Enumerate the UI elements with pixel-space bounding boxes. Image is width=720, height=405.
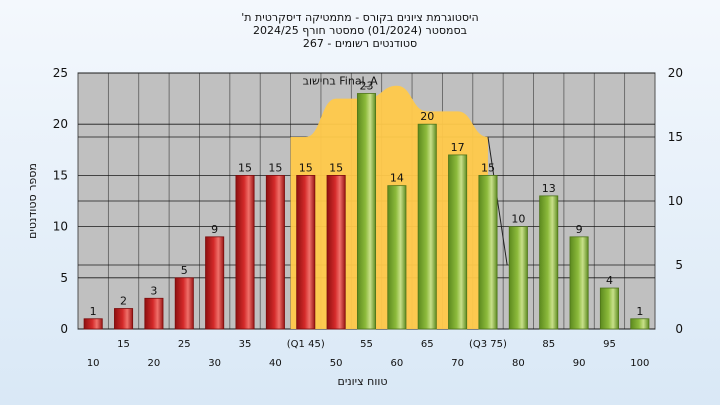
bar-30 — [205, 236, 225, 330]
x-tick-label: 95 — [603, 339, 616, 350]
x-tick-label: 90 — [573, 358, 586, 369]
chart-title-line-3: סטודנטים רשומים - 267 — [302, 37, 418, 50]
x-tick-label: 35 — [239, 339, 252, 350]
y-axis-title: מספר סטודנטים — [26, 163, 39, 239]
data-label-50: 15 — [329, 161, 343, 174]
data-label-85: 13 — [542, 182, 556, 195]
x-tick-label: 30 — [208, 358, 221, 369]
x-tick-label: 80 — [512, 358, 525, 369]
y-tick-label: 15 — [53, 168, 68, 182]
x-tick-label: 65 — [421, 339, 434, 350]
data-label-70: 17 — [451, 141, 465, 154]
bar-60 — [387, 185, 407, 330]
bar-25 — [174, 277, 194, 330]
x-tick-label: 70 — [451, 358, 464, 369]
y2-tick-label: 5 — [675, 258, 683, 272]
bar-55 — [356, 93, 377, 330]
bar-50 — [326, 174, 346, 330]
data-label-65: 20 — [420, 110, 434, 123]
final-a-label: בחישוב Final_A — [303, 74, 379, 87]
y-tick-label: 20 — [53, 117, 68, 131]
bar-40 — [265, 174, 285, 330]
y-tick-label: 5 — [60, 271, 68, 285]
x-tick-label: 100 — [630, 358, 649, 369]
data-label-20: 3 — [150, 284, 157, 297]
bar-70 — [448, 154, 468, 330]
x-tick-label: 85 — [542, 339, 555, 350]
y-tick-label: 0 — [60, 322, 68, 336]
y2-tick-label: 15 — [668, 130, 683, 144]
data-label-95: 4 — [606, 274, 613, 287]
data-label-35: 15 — [238, 161, 252, 174]
bar-85 — [539, 195, 559, 330]
bar-65 — [417, 123, 437, 330]
bar-80 — [508, 226, 528, 330]
data-label-45: 15 — [299, 161, 313, 174]
bar-75 — [478, 174, 498, 330]
x-tick-label: 25 — [178, 339, 191, 350]
y-tick-label: 10 — [53, 220, 68, 234]
data-label-40: 15 — [268, 161, 282, 174]
x-tick-label: 40 — [269, 358, 282, 369]
data-label-25: 5 — [181, 264, 188, 277]
data-label-75: 15 — [481, 161, 495, 174]
bar-35 — [235, 174, 255, 330]
x-tick-label: (Q1 45) — [287, 339, 325, 350]
x-tick-label: 55 — [360, 339, 373, 350]
y2-tick-label: 0 — [675, 322, 683, 336]
x-axis-title: טווח ציונים — [338, 375, 388, 388]
x-tick-label: 60 — [391, 358, 404, 369]
x-tick-label: 15 — [117, 339, 130, 350]
final-a-drop-line — [487, 136, 508, 266]
x-tick-label: 50 — [330, 358, 343, 369]
bar-15 — [114, 308, 134, 330]
bar-20 — [144, 297, 164, 330]
bar-100 — [630, 318, 650, 330]
chart-title-line-1: היסטוגרמת ציונים בקורס - מתמטיקה דיסקרטי… — [241, 11, 479, 24]
x-tick-label: 10 — [87, 358, 100, 369]
y-tick-label: 25 — [53, 66, 68, 80]
x-tick-label: 20 — [148, 358, 161, 369]
data-label-55: 23 — [360, 79, 374, 92]
data-label-90: 9 — [576, 223, 583, 236]
bar-95 — [599, 287, 619, 330]
x-tick-label: (Q3 75) — [469, 339, 507, 350]
bar-90 — [569, 236, 589, 330]
y2-tick-label: 20 — [668, 66, 683, 80]
bar-45 — [296, 174, 316, 330]
data-label-60: 14 — [390, 172, 404, 185]
data-label-80: 10 — [511, 213, 525, 226]
y2-tick-label: 10 — [668, 194, 683, 208]
data-label-15: 2 — [120, 295, 127, 308]
chart-title-line-2: בסמסטר (01/2024) סמסטר חורף 2024/25 — [253, 24, 467, 37]
data-label-100: 1 — [636, 305, 643, 318]
data-label-10: 1 — [90, 305, 97, 318]
bar-10 — [83, 318, 103, 330]
data-label-30: 9 — [211, 223, 218, 236]
